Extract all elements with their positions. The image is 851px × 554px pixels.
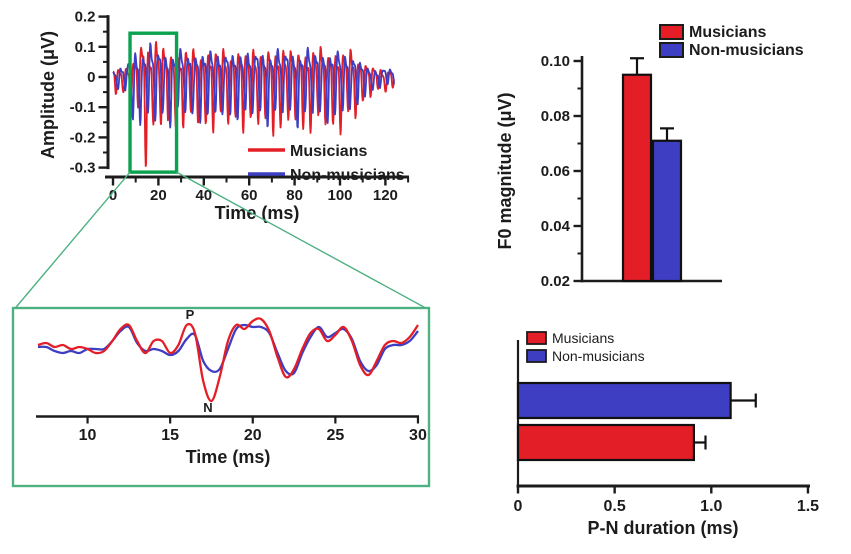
pn-legend-musicians-label: Musicians xyxy=(552,330,614,346)
waveform-trace-musicians xyxy=(112,41,395,167)
waveform-trace-non_musicians xyxy=(112,42,395,129)
pn-legend-nonmusicians-swatch xyxy=(526,349,547,363)
main-y-tick-label: 0 xyxy=(87,69,95,86)
main-x-tick-label: 60 xyxy=(241,187,258,204)
pn-bar-non_musicians xyxy=(516,381,732,420)
zoom-connector-left xyxy=(13,171,131,310)
f0-y-tick-label: 0.02 xyxy=(541,273,570,290)
inset-x-tick-label: 15 xyxy=(161,427,179,444)
inset-peak-label-p: P xyxy=(186,307,195,322)
main-x-axis-label: Time (ms) xyxy=(215,203,300,223)
main-y-tick-label: 0.1 xyxy=(75,39,96,56)
pn-duration-plot: 0 0.5 1.0 1.5 xyxy=(514,340,819,515)
pn-x-axis-label: P-N duration (ms) xyxy=(588,518,739,538)
pn-bar-musicians xyxy=(516,423,696,462)
ffr-waveform-panel: 0.2 0.1 0 -0.1 -0.2 -0.3 0 20 40 60 80 100 120 Ampli… xyxy=(38,9,410,223)
f0-y-tick-label: 0.04 xyxy=(541,218,571,235)
f0-magnitude-plot: 0.10 0.08 0.06 0.04 0.02 xyxy=(541,53,722,290)
inset-x-tick-label: 10 xyxy=(79,427,97,444)
inset-trough-label-n: N xyxy=(203,400,212,415)
main-y-tick-label: 0.2 xyxy=(75,9,96,26)
inset-trace-musicians xyxy=(37,317,419,403)
pn-x-tick-label: 1.5 xyxy=(797,498,819,515)
inset-x-tick-label: 25 xyxy=(326,427,344,444)
f0-legend-nonmusicians-label: Non-musicians xyxy=(689,42,804,59)
f0-bar-musicians xyxy=(621,73,653,283)
main-y-tick-label: -0.2 xyxy=(70,129,96,146)
inset-zoom-plot: 10 15 20 25 30 xyxy=(36,317,427,444)
main-y-tick-label: -0.3 xyxy=(70,160,96,177)
inset-border-box xyxy=(11,306,431,488)
pn-x-tick-label: 0.5 xyxy=(604,498,626,515)
inset-x-tick-label: 20 xyxy=(244,427,262,444)
zoom-connector-overlay xyxy=(13,31,428,310)
f0-magnitude-panel: 0.10 0.08 0.06 0.04 0.02 F0 magnitude (μV) M… xyxy=(495,24,804,290)
pn-legend-musicians-swatch xyxy=(526,331,547,345)
main-x-tick-label: 20 xyxy=(150,187,167,204)
inset-x-axis-label: Time (ms) xyxy=(186,447,271,467)
main-legend-nonmusicians-label: Non-musicians xyxy=(290,167,405,184)
main-x-tick-label: 80 xyxy=(286,187,303,204)
pn-legend-nonmusicians-label: Non-musicians xyxy=(552,348,645,364)
f0-legend-musicians-swatch xyxy=(659,24,684,40)
zoom-connector-right xyxy=(176,171,428,310)
f0-y-tick-label: 0.10 xyxy=(541,53,570,70)
ffr-waveform-plot: 0.2 0.1 0 -0.1 -0.2 -0.3 0 20 40 60 80 100 120 xyxy=(70,9,410,204)
f0-y-axis-label: F0 magnitude (μV) xyxy=(495,92,515,249)
f0-bar-non_musicians xyxy=(651,139,683,283)
pn-x-tick-label: 1.0 xyxy=(700,498,722,515)
pn-duration-panel: 0 0.5 1.0 1.5 P-N duration (ms) Musicians N… xyxy=(514,330,820,538)
inset-zoom-panel: 10 15 20 25 30 Time (ms) P N xyxy=(11,306,431,488)
pn-x-tick-label: 0 xyxy=(514,498,523,515)
main-y-axis-label: Amplitude (μV) xyxy=(38,31,58,159)
main-x-tick-label: 0 xyxy=(109,187,117,204)
f0-legend-musicians-label: Musicians xyxy=(689,24,766,41)
main-x-tick-label: 40 xyxy=(195,187,212,204)
f0-y-tick-label: 0.06 xyxy=(541,163,570,180)
main-y-tick-label: -0.1 xyxy=(70,99,96,116)
main-x-tick-label: 100 xyxy=(327,187,352,204)
f0-y-tick-label: 0.08 xyxy=(541,108,570,125)
f0-legend-nonmusicians-swatch xyxy=(659,42,684,58)
inset-x-tick-label: 30 xyxy=(409,427,427,444)
main-x-tick-label: 120 xyxy=(373,187,398,204)
main-legend-musicians-label: Musicians xyxy=(290,143,367,160)
zoom-highlight-box xyxy=(128,31,179,174)
